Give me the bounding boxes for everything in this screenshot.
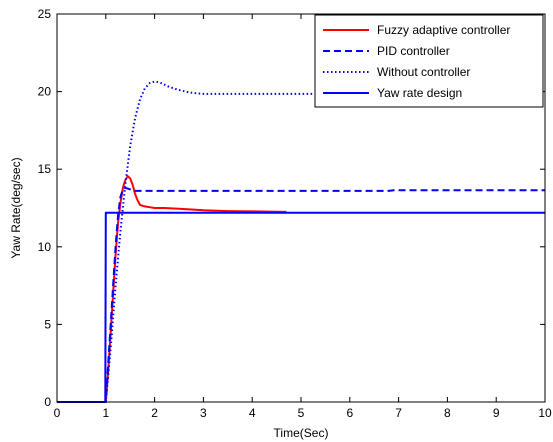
y-tick-label: 10	[38, 240, 52, 254]
series-line-without-controller	[57, 80, 316, 403]
x-axis-label: Time(Sec)	[274, 426, 329, 440]
legend-label: PID controller	[377, 44, 450, 58]
x-tick-label: 8	[444, 406, 451, 420]
x-tick-label: 1	[102, 406, 109, 420]
x-tick-label: 7	[395, 406, 402, 420]
x-tick-label: 4	[249, 406, 256, 420]
series-line-pid-controller	[57, 186, 545, 403]
y-tick-label: 5	[44, 317, 51, 331]
x-tick-label: 10	[538, 406, 552, 420]
y-tick-label: 20	[38, 85, 52, 99]
x-tick-label: 6	[346, 406, 353, 420]
x-tick-label: 2	[151, 406, 158, 420]
y-tick-label: 15	[38, 162, 52, 176]
y-tick-label: 25	[38, 7, 52, 21]
y-axis-label: Yaw Rate(deg/sec)	[9, 157, 23, 258]
x-tick-label: 0	[54, 406, 61, 420]
x-tick-label: 5	[298, 406, 305, 420]
legend: Fuzzy adaptive controller PID controller W…	[314, 14, 544, 108]
x-tick-label: 3	[200, 406, 207, 420]
legend-label: Fuzzy adaptive controller	[377, 23, 510, 37]
plot-frame	[56, 13, 546, 403]
y-tick-label: 0	[44, 395, 51, 409]
legend-label: Yaw rate design	[377, 86, 462, 100]
x-tick-label: 9	[493, 406, 500, 420]
legend-label: Without controller	[377, 65, 470, 79]
